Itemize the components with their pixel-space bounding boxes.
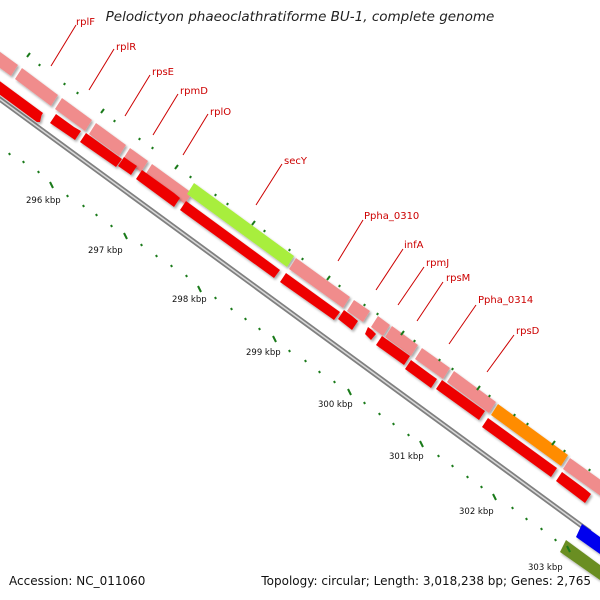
gene-arrow-minus [376, 336, 410, 365]
scale-label: 300 kbp [318, 400, 353, 410]
gene-block-plus [347, 300, 370, 322]
plus-strand [0, 51, 600, 496]
gene-arrow-minus [338, 310, 358, 330]
gene-block-plus [415, 348, 450, 379]
gene-arrow-minus [50, 114, 81, 140]
gene-arrow-minus [436, 380, 485, 420]
gene-arrow-minus [80, 133, 122, 167]
gene-block-plus [289, 258, 350, 308]
accession-label: Accession: NC_011060 [9, 574, 146, 588]
gene-arrow-minus [5, 88, 42, 122]
gene-arrow-minus [180, 201, 280, 278]
gene-arrow-minus [365, 327, 376, 340]
scale-label: 298 kbp [172, 295, 207, 305]
map-title: Pelodictyon phaeoclathratiforme BU-1, co… [105, 9, 495, 25]
gene-block-plus [385, 326, 418, 356]
gene-block-orange [491, 404, 568, 466]
leader-lines [50, 24, 515, 373]
gene-label-rplR: rplR [116, 42, 136, 53]
gene-label-rpsE: rpsE [152, 67, 174, 78]
gene-labels: rplF rplR rpsE rpmD rplO secY Ppha_0310 … [76, 17, 540, 337]
scale-label: 301 kbp [389, 452, 424, 462]
gene-block-plus [123, 148, 148, 172]
gene-label-rpmD: rpmD [180, 86, 208, 97]
gene-block-plus [145, 164, 192, 204]
gene-block-plus [55, 98, 92, 131]
minus-strand [0, 81, 591, 503]
scale-label: 297 kbp [88, 246, 123, 256]
gene-label-infA: infA [404, 240, 424, 251]
gene-block-secY [187, 183, 294, 267]
scale-labels: 296 kbp 297 kbp 298 kbp 299 kbp 300 kbp … [26, 196, 563, 573]
gene-arrow-minus [118, 157, 137, 175]
scale-label: 299 kbp [246, 348, 281, 358]
outer-ticks [26, 52, 591, 472]
gene-arrow-minus [556, 472, 591, 503]
gene-arrow-minus [280, 273, 340, 320]
gene-label-Ppha_0310: Ppha_0310 [364, 211, 419, 222]
backbone-inner [0, 98, 591, 533]
gene-block-plus [371, 316, 390, 336]
gene-arrow-minus [482, 418, 557, 477]
gene-label-rpsM: rpsM [446, 273, 470, 284]
gene-label-rplF: rplF [76, 17, 95, 28]
gene-label-rpmJ: rpmJ [426, 258, 449, 269]
gene-arrow-minus [136, 170, 180, 207]
gene-arrow-minus [405, 360, 437, 388]
inner-ticks [8, 152, 571, 553]
gene-arrow-blue [576, 524, 600, 554]
gene-block-plus [447, 371, 496, 413]
gene-label-Ppha_0314: Ppha_0314 [478, 295, 533, 306]
gene-label-rplO: rplO [210, 107, 231, 118]
scale-label: 303 kbp [528, 563, 563, 573]
gene-block-plus [15, 68, 58, 106]
gene-label-secY: secY [284, 156, 308, 167]
scale-label: 302 kbp [459, 507, 494, 517]
scale-label: 296 kbp [26, 196, 61, 206]
gene-block-plus [563, 458, 600, 496]
gene-label-rpsD: rpsD [516, 326, 540, 337]
gene-block-plus [89, 123, 126, 156]
gene-block-plus [0, 51, 18, 76]
genome-stats: Topology: circular; Length: 3,018,238 bp… [261, 574, 591, 588]
